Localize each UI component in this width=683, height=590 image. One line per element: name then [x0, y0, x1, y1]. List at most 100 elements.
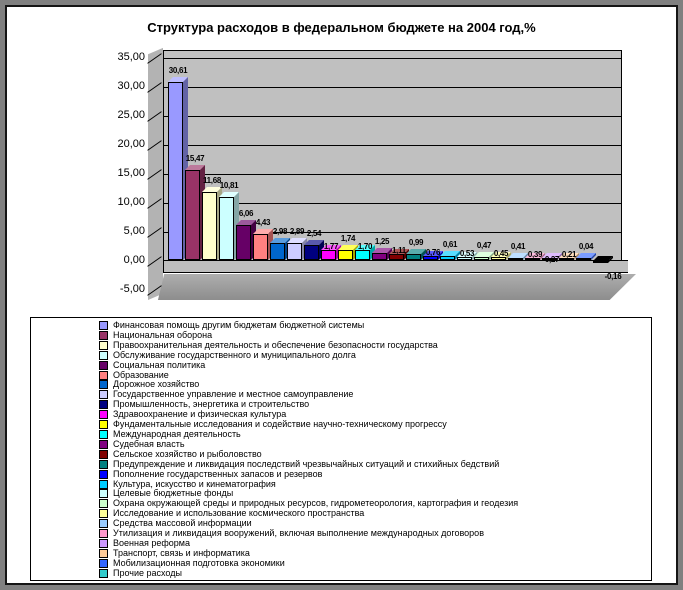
- bar-side-face: [472, 252, 477, 260]
- legend-item: Пополнение государственных запасов и рез…: [99, 469, 649, 479]
- legend-label: Культура, искусство и кинематография: [113, 478, 276, 489]
- legend-swatch: [99, 390, 108, 400]
- legend-swatch: [99, 439, 108, 449]
- legend-label: Утилизация и ликвидация вооружений, вклю…: [113, 528, 484, 539]
- y-axis-tick-label: 15,00: [117, 167, 145, 179]
- legend-label: Средства массовой информации: [113, 518, 252, 529]
- bar-top-face: [474, 252, 494, 257]
- legend-item: Финансовая помощь другим бюджетам бюджет…: [99, 321, 649, 330]
- legend-swatch: [99, 538, 108, 548]
- bar-front-face: [236, 225, 251, 260]
- bar-front-face: [270, 243, 285, 260]
- legend-item: Предупреждение и ликвидация последствий …: [99, 458, 649, 469]
- bar-value-label: 6,06: [238, 209, 254, 218]
- legend-label: Дорожное хозяйство: [113, 379, 200, 390]
- bar: [474, 252, 494, 260]
- legend-label: Обслуживание государственного и муниципа…: [113, 349, 356, 360]
- bar-side-face: [523, 253, 528, 260]
- bar-value-label: 0,45: [493, 249, 509, 258]
- legend-item: Образование: [99, 370, 649, 380]
- legend-swatch: [99, 449, 108, 459]
- legend-swatch: [99, 350, 108, 360]
- bar-value-label: 1,11: [392, 246, 406, 255]
- legend-label: Здравоохранение и физическая культура: [113, 409, 287, 420]
- legend-item: Фундаментальные исследования и содействи…: [99, 420, 649, 430]
- legend-item: Международная деятельность: [99, 428, 649, 439]
- bar-value-label: 10,81: [219, 181, 239, 190]
- gridline: [164, 203, 621, 204]
- bar-top-face: [423, 251, 443, 256]
- bar-front-face: [253, 234, 268, 260]
- bar-front-face: [168, 82, 183, 260]
- legend-label: Исследование и использование космическог…: [113, 508, 365, 519]
- bar-top-face: [287, 238, 307, 243]
- bar-front-face: [355, 250, 370, 260]
- legend-swatch: [99, 469, 108, 479]
- y-axis-tick-label: 25,00: [117, 109, 145, 121]
- bar-front-face: [389, 254, 404, 260]
- bar-top-face: [355, 245, 375, 250]
- legend-item: Сельское хозяйство и рыболовство: [99, 449, 649, 459]
- legend-swatch: [99, 568, 108, 578]
- bar: [440, 251, 460, 260]
- bar-top-face: [338, 245, 358, 250]
- legend-swatch: [99, 529, 108, 539]
- bar-front-face: [440, 256, 455, 260]
- bar-value-label: 0,21: [561, 250, 577, 259]
- legend-label: Социальная политика: [113, 359, 206, 370]
- bar-side-face: [183, 77, 188, 260]
- bar-value-label: 0,39: [527, 250, 543, 259]
- bar: [457, 252, 477, 260]
- bar-top-face: [321, 245, 341, 250]
- bar-value-label: 0,99: [408, 238, 424, 247]
- bar-side-face: [591, 253, 596, 260]
- gridline: [164, 174, 621, 175]
- legend-item: Правоохранительная деятельность и обеспе…: [99, 340, 649, 350]
- bar-front-face: [474, 257, 489, 260]
- bar-front-face: [423, 256, 438, 260]
- legend-label: Предупреждение и ликвидация последствий …: [113, 458, 500, 469]
- legend-item: Здравоохранение и физическая культура: [99, 409, 649, 420]
- bar-top-face: [525, 253, 545, 258]
- gridline: [164, 87, 621, 88]
- bar-top-face: [372, 248, 392, 253]
- legend-item: Мобилизационная подготовка экономики: [99, 558, 649, 568]
- legend-label: Международная деятельность: [113, 428, 241, 439]
- bar-value-label: 0,41: [510, 242, 526, 251]
- bar-front-face: [219, 197, 234, 260]
- bar-value-label: 2,54: [306, 229, 322, 238]
- gridline: [164, 116, 621, 117]
- legend-item: Государственное управление и местное сам…: [99, 390, 649, 400]
- bar-value-label: 1,25: [374, 237, 390, 246]
- bar-top-face: [202, 187, 222, 192]
- legend-item: Транспорт, связь и информатика: [99, 547, 649, 558]
- bar-side-face: [540, 253, 545, 260]
- bar: [406, 249, 426, 260]
- bar-top-face: [491, 252, 511, 257]
- bar-front-face: [406, 254, 421, 260]
- legend-item: Целевые бюджетные фонды: [99, 488, 649, 499]
- legend-item: Прочие расходы: [99, 567, 649, 578]
- legend-label: Целевые бюджетные фонды: [113, 488, 234, 499]
- legend-label: Транспорт, связь и информатика: [113, 547, 250, 558]
- legend-item: Судебная власть: [99, 439, 649, 449]
- chart-page: Структура расходов в федеральном бюджете…: [8, 8, 675, 582]
- bar-top-face: [457, 252, 477, 257]
- bar-front-face: [593, 261, 608, 263]
- bar-front-face: [185, 170, 200, 260]
- bar-side-face: [421, 249, 426, 260]
- legend-swatch: [99, 370, 108, 380]
- legend-item: Национальная оборона: [99, 330, 649, 340]
- y-axis-tick-label: 20,00: [117, 138, 145, 150]
- legend-label: Прочие расходы: [113, 567, 182, 578]
- bar-value-label: 30,61: [168, 66, 188, 75]
- bar-value-label: 0,61: [442, 240, 458, 249]
- legend-label: Охрана окружающей среды и природных ресу…: [113, 498, 519, 509]
- legend-swatch: [99, 459, 108, 469]
- bar: [508, 253, 528, 260]
- bar-top-face: [304, 240, 324, 245]
- legend-swatch: [99, 330, 108, 340]
- bar-side-face: [557, 253, 562, 260]
- chart-legend: Финансовая помощь другим бюджетам бюджет…: [30, 317, 652, 581]
- bar-front-face: [338, 250, 353, 260]
